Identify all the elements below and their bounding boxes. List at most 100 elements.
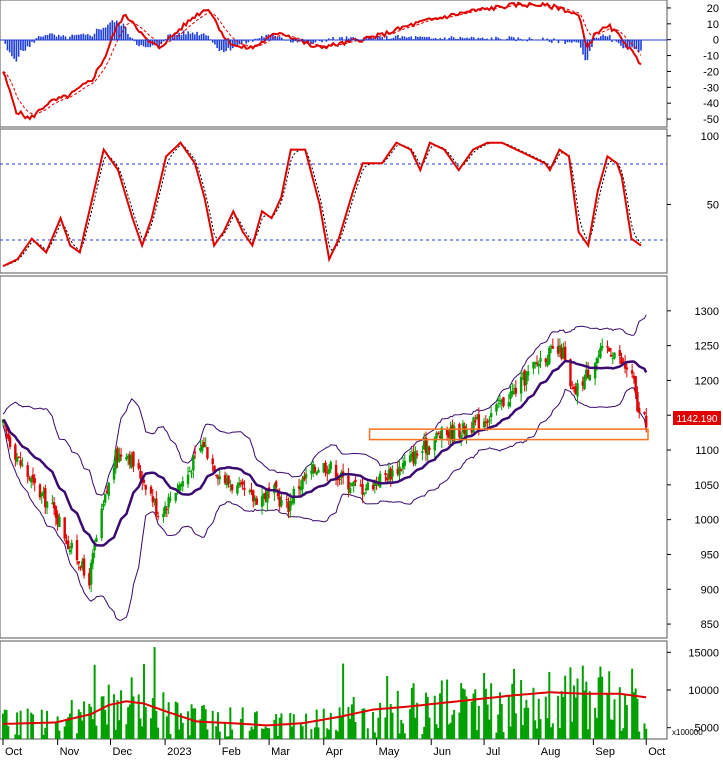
candle-up (100, 508, 103, 539)
candle-up (89, 562, 93, 585)
candle-up (153, 499, 156, 502)
candle-up (500, 399, 503, 403)
macd-histogram-bar (588, 39, 591, 51)
volume-bar (523, 707, 526, 739)
candle-up (583, 376, 586, 390)
volume-bar (276, 735, 279, 739)
candle-up (348, 488, 352, 493)
volume-bar (125, 724, 128, 739)
macd-histogram-bar (260, 35, 263, 40)
volume-bar (551, 723, 554, 739)
volume-bar (611, 719, 614, 739)
candle-down (572, 386, 576, 389)
macd-histogram-bar (176, 34, 178, 40)
macd-histogram-bar (600, 36, 602, 40)
volume-bar (588, 691, 591, 739)
macd-histogram-bar (196, 31, 198, 40)
candle-up (534, 362, 537, 365)
macd-histogram-bar (553, 38, 555, 40)
price-axis-tick-label: 1050 (695, 480, 719, 492)
volume-bar (144, 706, 147, 739)
macd-histogram-bar (218, 39, 221, 51)
candle-up (539, 357, 542, 362)
macd-histogram-bar (124, 27, 127, 40)
volume-bar (315, 709, 318, 739)
candle-down (56, 514, 59, 525)
macd-histogram-bar (31, 39, 33, 42)
volume-bar (514, 713, 517, 739)
macd-histogram-bar (17, 39, 20, 57)
candle-down (608, 347, 611, 352)
candle-up (174, 492, 177, 501)
candle-down (438, 435, 442, 438)
macd-histogram-bar (602, 34, 604, 40)
candle-up (363, 492, 366, 495)
macd-axis-tick-label: 20 (707, 3, 719, 15)
candle-up (488, 419, 491, 421)
volume-bar (474, 689, 477, 739)
macd-histogram-bar (414, 36, 417, 40)
candle-down (63, 517, 66, 539)
candle-up (29, 477, 33, 483)
macd-histogram-bar (198, 35, 201, 40)
candle-down (82, 558, 86, 576)
candle-down (239, 482, 243, 484)
volume-bar (114, 729, 117, 739)
macd-histogram-bar (417, 36, 419, 40)
macd-histogram-bar (162, 39, 165, 42)
macd-histogram-bar (484, 39, 486, 40)
candle-up (179, 484, 183, 487)
macd-histogram-bar (191, 32, 194, 40)
candle-up (509, 392, 512, 399)
volume-bar (447, 724, 450, 739)
price-axis-tick-label: 1200 (695, 375, 719, 387)
volume-bar (449, 722, 452, 739)
macd-histogram-bar (118, 22, 120, 40)
macd-histogram-bar (439, 38, 442, 40)
volume-bar (350, 704, 353, 739)
candle-up (387, 469, 391, 479)
macd-histogram-bar (129, 37, 131, 40)
macd-histogram-bar (314, 39, 317, 43)
macd-histogram-bar (33, 39, 36, 43)
macd-axis-tick-label: -10 (703, 51, 719, 63)
volume-bar (141, 726, 144, 739)
macd-histogram-bar (526, 39, 529, 42)
candle-up (408, 455, 412, 462)
volume-bar (349, 718, 352, 739)
macd-histogram-bar (200, 33, 203, 40)
candle-down (139, 470, 142, 479)
macd-histogram-bar (240, 39, 243, 45)
candle-up (126, 455, 130, 458)
volume-bar (139, 718, 142, 739)
stochastic-d-line (2, 142, 642, 267)
candlesticks (1, 338, 648, 593)
candle-down (447, 432, 451, 438)
macd-histogram-bar (546, 38, 549, 40)
macd-histogram-bar (430, 38, 433, 40)
candle-down (132, 451, 135, 467)
macd-histogram-bar (394, 35, 397, 40)
macd-histogram-bar (595, 37, 598, 40)
candle-down (303, 476, 306, 480)
candle-up (449, 427, 452, 441)
macd-histogram-bar (455, 38, 457, 40)
macd-histogram-bar (468, 38, 471, 40)
macd-histogram-bar (437, 39, 439, 40)
macd-axis-tick-label: -50 (703, 114, 719, 126)
macd-histogram-bar (100, 29, 102, 40)
macd-histogram-bar (75, 34, 78, 40)
candle-down (428, 447, 431, 451)
volume-bar (562, 696, 565, 739)
candle-up (525, 373, 528, 385)
macd-histogram-bar (185, 34, 187, 40)
macd-histogram-bar (310, 39, 312, 45)
volume-bar (453, 709, 456, 739)
volume-bar (414, 717, 417, 739)
macd-histogram-bar (548, 39, 551, 43)
candle-down (119, 454, 123, 457)
volume-bar (643, 723, 646, 739)
macd-histogram-bar (428, 36, 430, 40)
volume-bar (384, 717, 387, 739)
volume-bar (379, 702, 382, 739)
